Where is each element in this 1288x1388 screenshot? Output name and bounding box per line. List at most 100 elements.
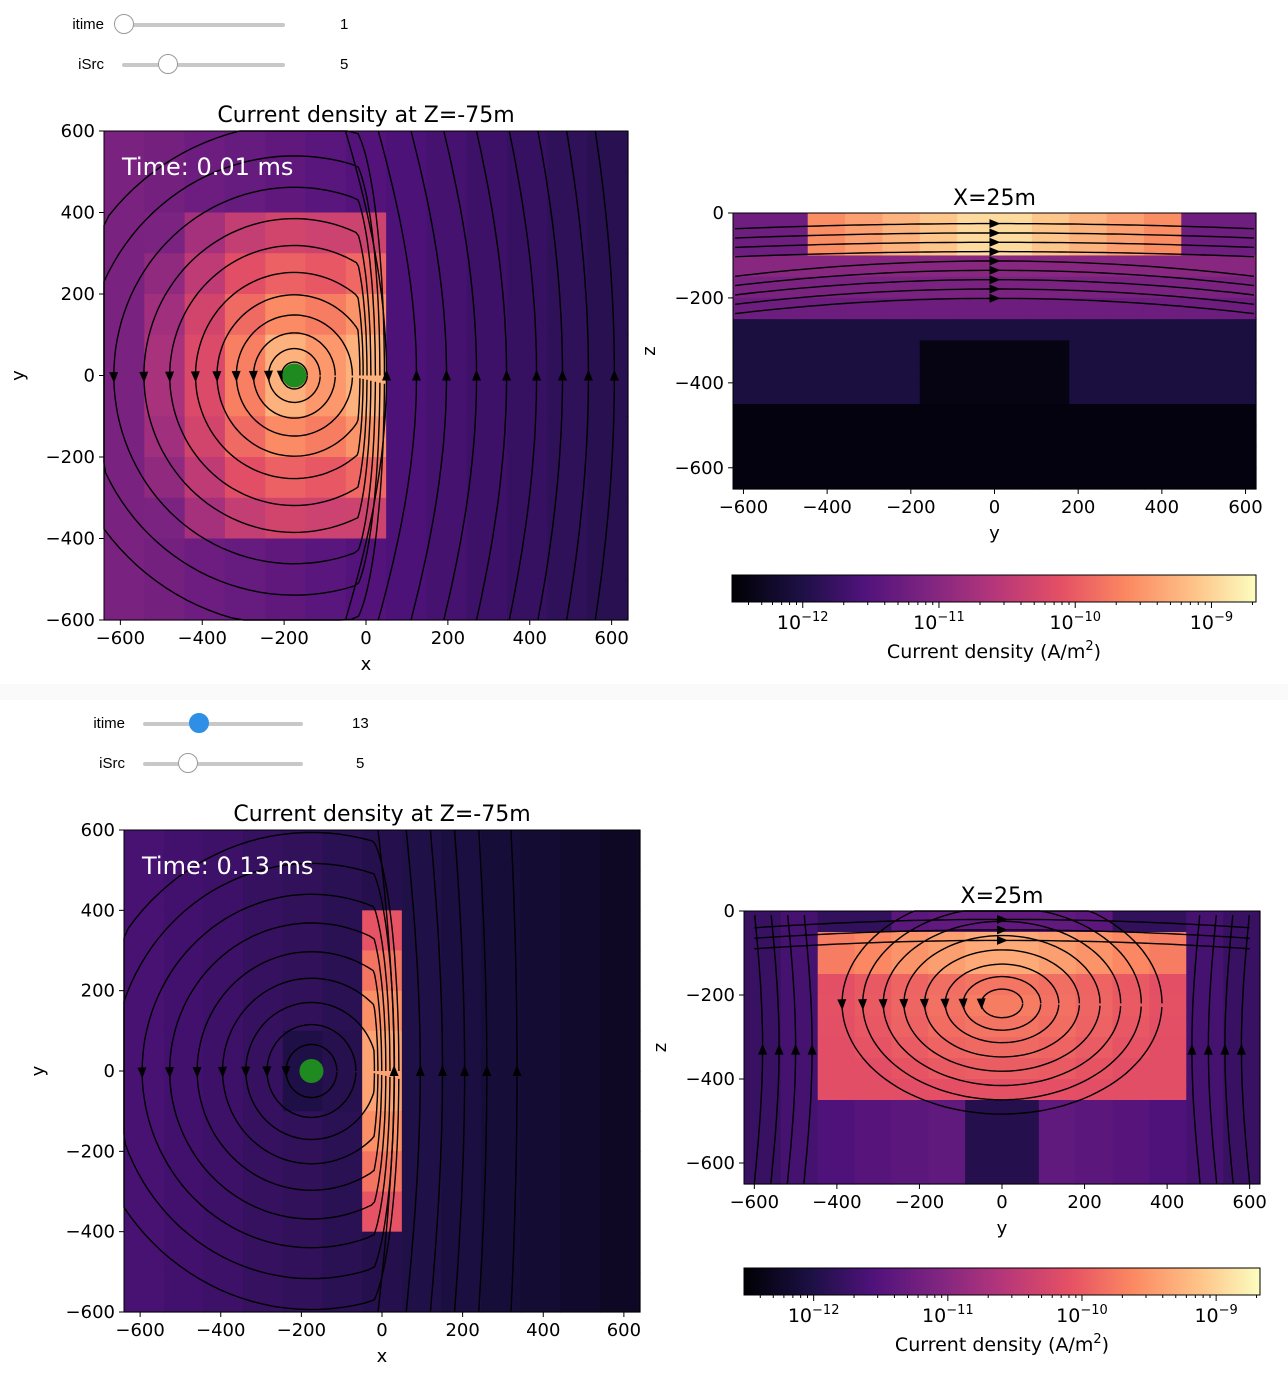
section-heatmap-cell: [1075, 1142, 1114, 1164]
section-heatmap-cell: [1223, 1121, 1261, 1143]
plan-heatmap-cell: [401, 910, 443, 952]
section-heatmap-cell: [965, 932, 1003, 954]
plan-heatmap-cell: [560, 1071, 601, 1112]
section-streamline-arrow: [996, 935, 1008, 945]
plan-heatmap-cell: [124, 830, 165, 871]
plan-heatmap-cell: [441, 1111, 482, 1152]
plan-heatmap-cell: [144, 334, 186, 377]
section-heatmap-cell: [1223, 1100, 1261, 1122]
plan-heatmap-cell: [560, 830, 601, 871]
plan-ytick-label: 600: [81, 820, 115, 841]
slider-track[interactable]: [143, 762, 303, 766]
section-heatmap-cell: [1143, 340, 1182, 363]
plan-ytick-label: 0: [84, 366, 95, 387]
section-heatmap-cell: [1186, 1121, 1224, 1143]
slider-handle[interactable]: [177, 753, 198, 773]
plan-heatmap-cell: [163, 1191, 204, 1233]
plan-heatmap-cell: [282, 1111, 324, 1152]
section-streamlines: [735, 219, 1254, 315]
section-streamline-arrow: [989, 284, 1001, 294]
section-heatmap-cell: [882, 425, 921, 448]
section-heatmap-cell: [928, 932, 966, 954]
slider-handle[interactable]: [157, 54, 178, 74]
slider-handle[interactable]: [114, 14, 134, 34]
plan-heatmap-cell: [441, 870, 482, 911]
plan-heatmap-cell: [305, 579, 347, 621]
section-heatmap-cell: [882, 234, 921, 257]
plan-heatmap-cell: [305, 375, 347, 417]
plan-heatmap-cell: [560, 1271, 601, 1313]
section-title: X=25m: [953, 186, 1036, 211]
plan-heatmap-cell: [507, 457, 548, 499]
plan-heatmap-cell: [547, 334, 589, 377]
colorbar-tick-base: 10: [1194, 1305, 1218, 1327]
slider-handle[interactable]: [189, 713, 209, 733]
section-xtick-label: 200: [1061, 497, 1095, 518]
section-heatmap-cell: [882, 382, 921, 405]
section-heatmap-cell: [1112, 1079, 1151, 1101]
section-streamline-arrow: [940, 998, 950, 1010]
colorbar-tick-exponent: −12: [801, 610, 828, 625]
colorbar-tick-exponent: −11: [937, 610, 964, 625]
plan-heatmap-cell: [466, 497, 508, 540]
colorbar-label-suffix: ): [1102, 1334, 1109, 1356]
plan-heatmap-cell: [481, 830, 522, 871]
section-heatmap-cell: [1031, 382, 1070, 405]
section-heatmap-cell: [1186, 1058, 1224, 1080]
section-heatmap-cell: [854, 1163, 893, 1185]
slider-isrc: iSrc 5: [20, 749, 400, 779]
plan-xtick-label: −400: [178, 628, 227, 649]
section-heatmap-cell: [817, 1037, 856, 1059]
plan-heatmap-cell: [163, 870, 204, 911]
section-heatmap-cell: [1186, 1163, 1224, 1185]
section-heatmap-cell: [1031, 446, 1070, 469]
section-heatmap-cell: [891, 1100, 929, 1122]
colorbar-label: Current density (A/m2): [887, 639, 1101, 663]
colorbar-tick-exponent: −11: [946, 1303, 973, 1318]
plan-heatmap-cell: [243, 1271, 284, 1313]
section-heatmap-cell: [1181, 467, 1220, 490]
plan-heatmap-cell: [243, 1191, 284, 1233]
plan-streamline-arrow: [415, 1065, 425, 1077]
plan-heatmap-cell: [386, 334, 428, 377]
section-streamline-arrow: [989, 293, 1001, 303]
section-heatmap-cell: [733, 404, 771, 426]
plan-heatmap-cell: [305, 294, 347, 336]
plan-heatmap-cell: [600, 1030, 641, 1072]
section-heatmap-cell: [1218, 425, 1257, 448]
section-heatmap-cell: [770, 361, 809, 384]
plan-heatmap-cell: [481, 1231, 522, 1273]
plan-heatmap-cell: [282, 1191, 324, 1233]
section-heatmap-cell: [882, 361, 921, 384]
slider-track[interactable]: [122, 23, 285, 27]
section-heatmap-cell: [1181, 404, 1220, 426]
plan-xtick-label: 200: [445, 1320, 479, 1341]
section-heatmap-cell: [854, 953, 893, 975]
plan-heatmap-cell: [520, 870, 562, 911]
section-heatmap-cell: [919, 276, 958, 299]
plan-streamline-arrow: [263, 370, 273, 382]
slider-track[interactable]: [122, 63, 285, 67]
plan-streamline-arrow: [248, 370, 258, 382]
section-heatmap-cell: [1075, 953, 1114, 975]
plan-ytick-label: −600: [66, 1302, 115, 1323]
section-heatmap-cell: [817, 1016, 856, 1038]
plan-heatmap-cell: [203, 870, 244, 911]
section-heatmap-cell: [994, 361, 1033, 384]
slider-label: iSrc: [99, 755, 125, 772]
section-heatmap-cell: [1038, 1163, 1077, 1185]
plan-heatmap-cell: [466, 131, 508, 173]
slider-track[interactable]: [143, 722, 303, 726]
plan-heatmap-cell: [386, 294, 428, 336]
plan-heatmap-cell: [520, 1271, 562, 1313]
section-heatmap-cell: [1106, 340, 1145, 363]
figure-1: Time: 0.01 ms−600 −400 −200 0 200 400 60060040…: [8, 103, 1263, 675]
section-heatmap-cell: [1181, 382, 1220, 405]
section-heatmap-cell: [891, 911, 929, 933]
section-heatmap-cell: [817, 1058, 856, 1080]
section-heatmap-cell: [1143, 213, 1182, 235]
section-xtick-label: −200: [895, 1192, 944, 1213]
plan-heatmap-cell: [243, 1030, 284, 1072]
section-heatmap-cell: [733, 319, 771, 341]
plan-heatmap-cell: [386, 538, 428, 580]
